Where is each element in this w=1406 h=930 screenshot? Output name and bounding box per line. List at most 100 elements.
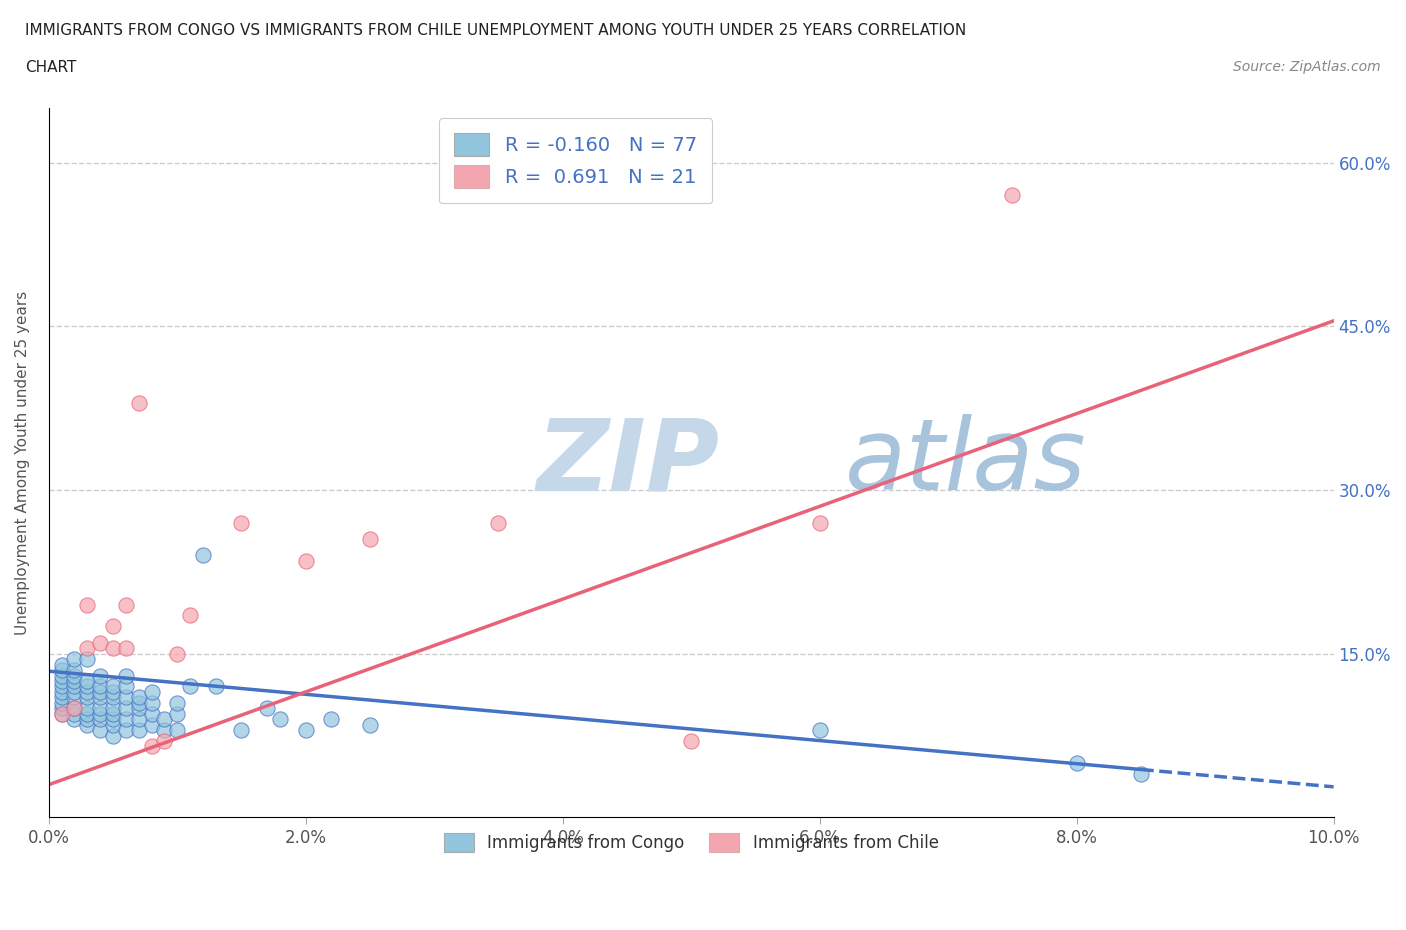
Point — [115, 668, 138, 683]
Point — [115, 723, 138, 737]
Point — [51, 684, 73, 699]
Point — [128, 701, 150, 716]
Legend: Immigrants from Congo, Immigrants from Chile: Immigrants from Congo, Immigrants from C… — [437, 826, 945, 858]
Point — [359, 717, 381, 732]
Point — [101, 701, 124, 716]
Point — [153, 711, 176, 726]
Point — [76, 690, 98, 705]
Point — [101, 728, 124, 743]
Point — [63, 711, 86, 726]
Point — [51, 668, 73, 683]
Point — [179, 679, 201, 694]
Point — [101, 619, 124, 634]
Text: atlas: atlas — [845, 414, 1087, 512]
Point — [51, 679, 73, 694]
Point — [101, 684, 124, 699]
Point — [488, 515, 510, 530]
Point — [76, 652, 98, 667]
Point — [76, 597, 98, 612]
Point — [51, 701, 73, 716]
Point — [115, 679, 138, 694]
Point — [51, 706, 73, 721]
Point — [681, 734, 703, 749]
Point — [166, 696, 188, 711]
Point — [141, 696, 163, 711]
Point — [89, 679, 111, 694]
Point — [63, 652, 86, 667]
Point — [63, 690, 86, 705]
Point — [76, 701, 98, 716]
Point — [51, 690, 73, 705]
Point — [141, 717, 163, 732]
Point — [101, 711, 124, 726]
Point — [141, 739, 163, 754]
Point — [63, 684, 86, 699]
Point — [128, 395, 150, 410]
Point — [89, 635, 111, 650]
Point — [101, 717, 124, 732]
Point — [76, 717, 98, 732]
Point — [191, 548, 214, 563]
Point — [63, 663, 86, 678]
Text: CHART: CHART — [25, 60, 77, 75]
Point — [63, 701, 86, 716]
Point — [101, 706, 124, 721]
Point — [128, 723, 150, 737]
Text: IMMIGRANTS FROM CONGO VS IMMIGRANTS FROM CHILE UNEMPLOYMENT AMONG YOUTH UNDER 25: IMMIGRANTS FROM CONGO VS IMMIGRANTS FROM… — [25, 23, 966, 38]
Point — [51, 696, 73, 711]
Point — [1129, 766, 1152, 781]
Point — [231, 723, 253, 737]
Point — [89, 668, 111, 683]
Point — [89, 684, 111, 699]
Point — [166, 646, 188, 661]
Point — [76, 706, 98, 721]
Point — [51, 658, 73, 672]
Point — [128, 711, 150, 726]
Point — [63, 673, 86, 688]
Point — [808, 515, 831, 530]
Point — [51, 673, 73, 688]
Point — [51, 663, 73, 678]
Point — [141, 706, 163, 721]
Point — [76, 673, 98, 688]
Point — [179, 608, 201, 623]
Point — [166, 706, 188, 721]
Point — [89, 701, 111, 716]
Point — [269, 711, 291, 726]
Text: Source: ZipAtlas.com: Source: ZipAtlas.com — [1233, 60, 1381, 74]
Point — [153, 734, 176, 749]
Text: ZIP: ZIP — [537, 414, 720, 512]
Point — [115, 597, 138, 612]
Point — [63, 679, 86, 694]
Point — [63, 706, 86, 721]
Point — [51, 706, 73, 721]
Point — [115, 711, 138, 726]
Point — [89, 690, 111, 705]
Point — [128, 696, 150, 711]
Point — [101, 641, 124, 656]
Point — [128, 690, 150, 705]
Point — [89, 711, 111, 726]
Point — [76, 711, 98, 726]
Point — [63, 701, 86, 716]
Point — [321, 711, 343, 726]
Y-axis label: Unemployment Among Youth under 25 years: Unemployment Among Youth under 25 years — [15, 290, 30, 635]
Point — [101, 679, 124, 694]
Point — [101, 690, 124, 705]
Point — [231, 515, 253, 530]
Point — [115, 641, 138, 656]
Point — [76, 679, 98, 694]
Point — [76, 641, 98, 656]
Point — [115, 701, 138, 716]
Point — [204, 679, 226, 694]
Point — [141, 684, 163, 699]
Point — [1066, 755, 1088, 770]
Point — [294, 723, 316, 737]
Point — [115, 690, 138, 705]
Point — [76, 684, 98, 699]
Point — [89, 706, 111, 721]
Point — [256, 701, 278, 716]
Point — [359, 532, 381, 547]
Point — [294, 553, 316, 568]
Point — [63, 668, 86, 683]
